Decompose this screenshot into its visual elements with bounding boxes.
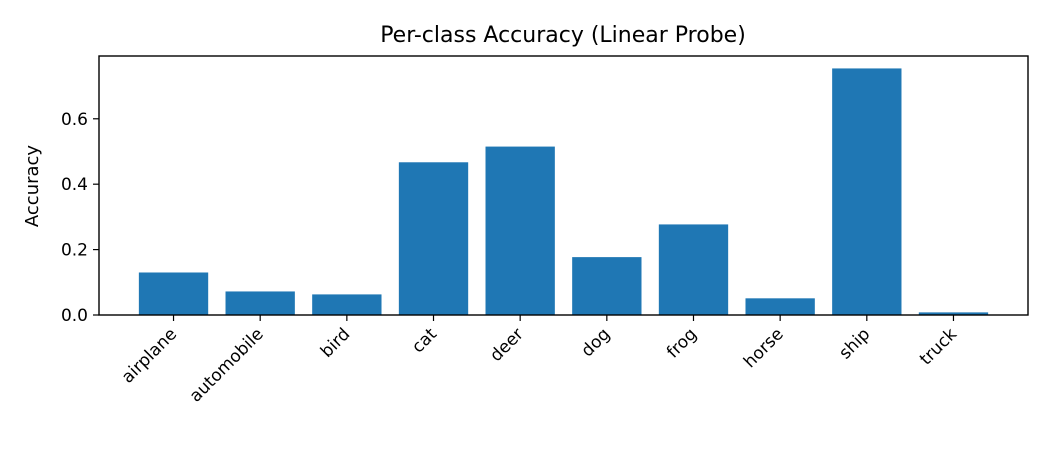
x-axis-ticks: airplane automobile bird cat deer dog frog hors…	[118, 315, 961, 406]
bars-layer	[138, 68, 989, 316]
x-tick-label: bird	[317, 324, 354, 361]
bar-truck	[918, 312, 989, 315]
y-tick-label: 0.6	[61, 110, 88, 130]
x-tick-label: horse	[740, 324, 788, 372]
x-tick-label: airplane	[118, 324, 181, 387]
bar-cat	[398, 162, 469, 315]
x-tick-label: deer	[486, 324, 528, 366]
bar-deer	[485, 146, 555, 315]
x-tick-label: truck	[916, 324, 961, 369]
bar-bird	[312, 294, 382, 315]
y-axis-label: Accuracy	[22, 145, 43, 228]
bar-horse	[745, 298, 815, 315]
y-tick-label: 0.2	[61, 241, 88, 261]
x-tick-label: cat	[408, 324, 441, 357]
x-tick-label: automobile	[186, 324, 268, 406]
y-tick-label: 0.4	[61, 175, 88, 195]
bar-airplane	[138, 272, 209, 315]
x-tick-label: frog	[663, 324, 701, 362]
chart-title: Per-class Accuracy (Linear Probe)	[380, 23, 746, 48]
y-tick-label: 0.0	[61, 306, 88, 326]
plot-frame	[98, 55, 1029, 316]
bar-dog	[572, 257, 642, 315]
x-tick-label: ship	[835, 324, 874, 363]
x-tick-label: dog	[578, 324, 615, 361]
y-axis-ticks: 0.0 0.2 0.4 0.6	[61, 110, 99, 326]
bar-ship	[832, 68, 902, 316]
bar-frog	[658, 224, 729, 315]
bar-automobile	[225, 291, 295, 315]
